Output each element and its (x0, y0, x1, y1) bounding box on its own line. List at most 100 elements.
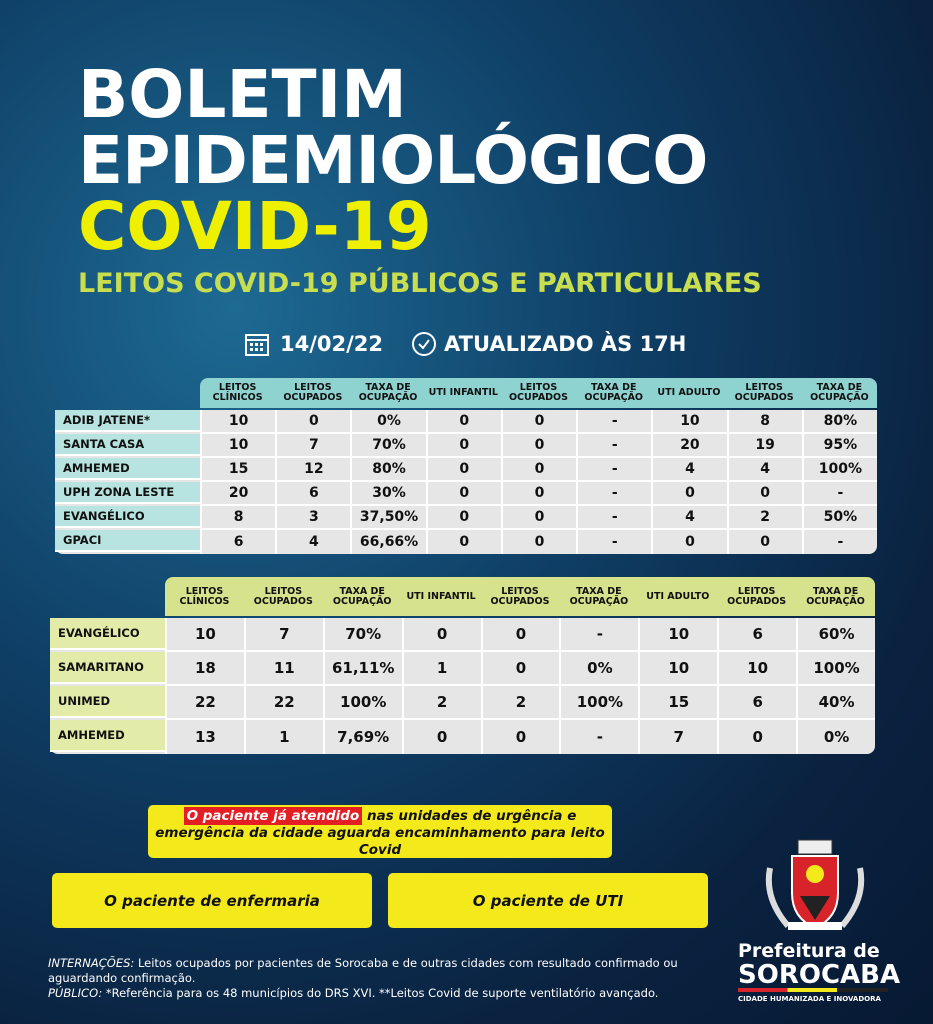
table-cell: 1 (401, 652, 481, 686)
column-header: LEITOS OCUPADOS (490, 585, 550, 607)
table-cell: 0 (425, 530, 501, 554)
table-cell: 0 (500, 434, 577, 458)
table-cell: 0 (651, 482, 727, 506)
table-cell: 0 (425, 434, 501, 458)
table-cell: 8 (200, 506, 276, 530)
row-name: ADIB JATENE* (55, 410, 200, 432)
title-line: BOLETIM (78, 56, 407, 133)
column-header: LEITOS OCUPADOS (253, 585, 313, 607)
logo-line: Prefeitura de (738, 940, 880, 962)
note: INTERNAÇÕES: Leitos ocupados por pacient… (48, 956, 728, 986)
header-band (165, 577, 875, 616)
table-cell: 0% (350, 410, 426, 434)
table-cell: 10 (638, 618, 718, 652)
table-cell: 70% (350, 434, 426, 458)
column-header: LEITOS OCUPADOS (727, 585, 787, 607)
table-cell: - (559, 618, 639, 652)
table-cell: 100% (796, 652, 875, 686)
table-cell: 0 (500, 482, 577, 506)
table-cell: 4 (275, 530, 350, 554)
table-cell: 60% (796, 618, 875, 652)
table-cell: - (576, 434, 652, 458)
notice-text: nas unidades de urgência e emergência da… (155, 808, 605, 858)
note-text: *Referência para os 48 municípios do DRS… (105, 986, 659, 1000)
table-cell: 50% (801, 506, 877, 530)
table-cell: 0% (559, 652, 639, 686)
table-cell: - (576, 482, 652, 506)
table-cell: 15 (200, 458, 276, 482)
table-cell: 80% (801, 410, 877, 434)
update-time: ATUALIZADO ÀS 17H (444, 332, 687, 356)
table-cell: 100% (559, 686, 639, 720)
logo-name: SOROCABA (738, 960, 901, 990)
table-cell: 3 (275, 506, 351, 530)
table-cell: 6 (275, 482, 351, 506)
coat-of-arms (765, 839, 865, 930)
table-cell: - (801, 530, 877, 554)
table-cell: - (801, 482, 877, 506)
column-header: UTI INFANTIL (406, 590, 476, 602)
table-cell: 10 (638, 652, 718, 686)
table-cell: - (576, 506, 652, 530)
table-cell: 22 (243, 686, 323, 720)
table-cell: 22 (165, 686, 244, 720)
table-cell: 0 (500, 530, 576, 554)
table-cell: 0 (480, 652, 560, 686)
table-cell: 0 (726, 482, 802, 506)
table-cell: 80% (350, 458, 426, 482)
table-cell: 0 (500, 458, 577, 482)
row-name: AMHEMED (55, 458, 200, 480)
row-name: GPACI (55, 530, 200, 552)
table-cell: 10 (651, 410, 727, 434)
table-cell: 4 (651, 458, 727, 482)
table-cell: 0 (425, 506, 501, 530)
status-box: O paciente de enfermaria (52, 873, 372, 928)
table-cell: 6 (717, 686, 797, 720)
table-cell: 0 (500, 410, 577, 434)
row-name: AMHEMED (50, 720, 165, 752)
note: PÚBLICO: *Referência para os 48 municípi… (48, 986, 728, 1001)
table-cell: 100% (322, 686, 402, 720)
table-cell: 0 (401, 720, 481, 754)
table-cell: 0 (425, 410, 501, 434)
notice-highlight: O paciente já atendido (183, 807, 363, 825)
table-cell: 10 (200, 434, 276, 458)
table-cell: 100% (801, 458, 877, 482)
table-cell: 7 (638, 720, 717, 754)
table-cell: 19 (726, 434, 802, 458)
table-cell: 1 (243, 720, 323, 754)
header-band (200, 378, 877, 408)
table-cell: 0 (425, 458, 501, 482)
table-cell: 37,50% (350, 506, 426, 530)
table-cell: 10 (165, 618, 244, 652)
column-header: LEITOS CLÍNICOS (179, 585, 230, 607)
table-cell: - (559, 720, 638, 754)
notes: INTERNAÇÕES: Leitos ocupados por pacient… (48, 956, 728, 1001)
column-header: TAXA DE OCUPAÇÃO (358, 382, 418, 403)
table-cell: 0 (717, 720, 796, 754)
table-cell: 40% (796, 686, 875, 720)
table-cell: 10 (717, 652, 797, 686)
column-header: TAXA DE OCUPAÇÃO (584, 382, 644, 403)
column-header: UTI ADULTO (657, 387, 721, 398)
column-header: LEITOS CLÍNICOS (212, 382, 263, 403)
column-header: TAXA DE OCUPAÇÃO (806, 585, 865, 607)
table-cell: 0 (401, 618, 481, 652)
row-name: UNIMED (50, 686, 165, 718)
table-cell: 8 (726, 410, 802, 434)
table-cell: - (576, 530, 651, 554)
table-cell: 95% (801, 434, 877, 458)
status-box: O paciente de UTI (388, 873, 708, 928)
note-label: PÚBLICO: (48, 986, 103, 1000)
table-cell: 7 (275, 434, 351, 458)
table-cell: 4 (651, 506, 727, 530)
column-header: TAXA DE OCUPAÇÃO (332, 585, 392, 607)
table-cell: 7,69% (322, 720, 402, 754)
table-cell: 7 (243, 618, 323, 652)
row-name: EVANGÉLICO (55, 506, 200, 528)
table-cell: 18 (165, 652, 244, 686)
table-cell: 11 (243, 652, 323, 686)
logo-tagline: CIDADE HUMANIZADA E INOVADORA (738, 995, 881, 1003)
column-header: LEITOS OCUPADOS (283, 382, 343, 403)
